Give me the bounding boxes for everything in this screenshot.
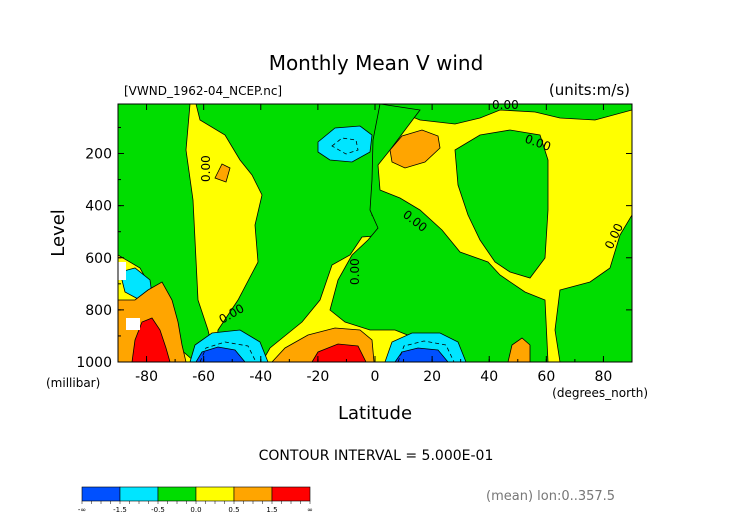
x-tick-label: 60: [537, 369, 555, 385]
colorbar-swatch: [157, 486, 197, 502]
contour-label: 0.00: [199, 155, 213, 182]
region-red-lower-subtropics: [311, 343, 367, 362]
region-orange-upper: [389, 129, 441, 169]
x-tick-label: -60: [192, 369, 215, 385]
x-tick-label: 40: [480, 369, 498, 385]
averaging-note: (mean) lon:0..357.5: [486, 489, 615, 504]
region-cyan-upper-minimum: [317, 125, 373, 163]
x-tick-label: -80: [135, 369, 158, 385]
colorbar-swatch: [233, 486, 273, 502]
colorbar-label: 0.5: [228, 506, 239, 514]
colorbar-swatch: [195, 486, 235, 502]
y-tick-label: 800: [85, 303, 112, 319]
region-blue-sh-lower: [195, 346, 246, 362]
x-tick-label: 0: [371, 369, 380, 385]
chart-title: Monthly Mean V wind: [269, 51, 484, 75]
x-tick-label: -20: [306, 369, 329, 385]
x-tick-label: 80: [595, 369, 613, 385]
region-green-nh-polar: [554, 214, 632, 362]
y-tick-label: 1000: [76, 355, 112, 371]
missing-data-patch-lower: [126, 318, 140, 330]
region-green-nh-midlat: [454, 129, 549, 279]
region-green-tropics-upper: [381, 104, 632, 125]
y-axis: 200 400 600 800 1000: [76, 126, 632, 371]
missing-data-patch: [118, 262, 126, 280]
colorbar-label: -1.5: [113, 506, 127, 514]
contour-interval: CONTOUR INTERVAL = 5.000E-01: [259, 448, 494, 464]
region-orange-nh-lower: [507, 337, 531, 362]
colorbar-swatch: [119, 486, 159, 502]
contour-dashed-upper: [331, 137, 359, 155]
y-axis-title: Level: [48, 209, 69, 257]
colorbar: -∞ -1.5 -0.5 0.0 0.5 1.5 ∞: [78, 486, 313, 514]
region-orange-small-upper: [214, 163, 231, 183]
contour-dashed-nh-lower: [397, 340, 455, 362]
plot-area: [118, 104, 632, 362]
x-axis: -80 -60 -40 -20 0 20 40 60 80: [117, 104, 633, 385]
region-red-sh-polar: [131, 317, 171, 362]
y-tick-label: 600: [85, 251, 112, 267]
contour-label: 0.00: [348, 258, 362, 285]
x-axis-units: (degrees_north): [552, 386, 648, 400]
colorbar-swatch: [271, 486, 311, 502]
colorbar-label: -0.5: [151, 506, 165, 514]
colorbar-label: ∞: [307, 506, 313, 514]
units-label: (units:m/s): [549, 81, 630, 99]
dataset-name: [VWND_1962-04_NCEP.nc]: [124, 84, 282, 98]
y-axis-units: (millibar): [46, 376, 100, 390]
x-tick-label: 20: [423, 369, 441, 385]
colorbar-label: 1.5: [266, 506, 277, 514]
contour-dashed-sh-lower: [199, 341, 257, 362]
x-tick-label: -40: [249, 369, 272, 385]
region-green-nh-subtropics: [329, 104, 549, 362]
x-axis-title: Latitude: [338, 403, 412, 424]
colorbar-label: -∞: [78, 506, 86, 514]
colorbar-label: 0.0: [190, 506, 201, 514]
contour-label: 0.00: [492, 98, 519, 112]
y-tick-label: 200: [85, 147, 112, 163]
y-tick-label: 400: [85, 199, 112, 215]
colorbar-swatch: [81, 486, 121, 502]
